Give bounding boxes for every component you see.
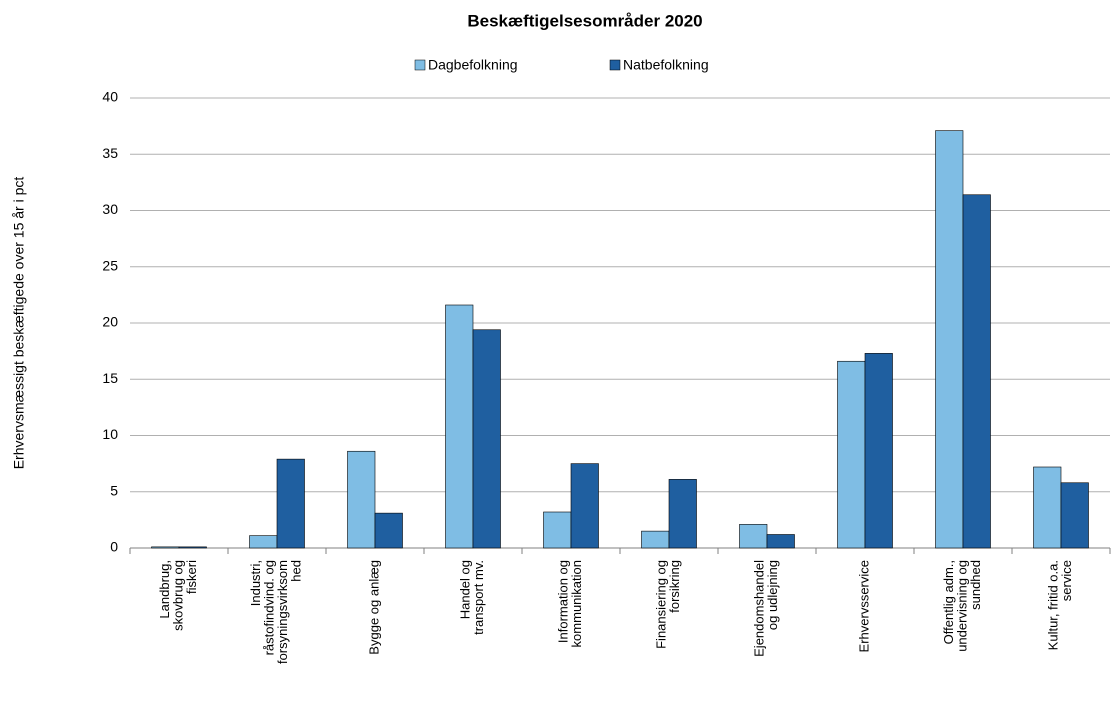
legend-swatch (414, 59, 426, 71)
x-tick-label: og udlejning (765, 560, 780, 630)
y-tick-label: 25 (102, 257, 118, 273)
x-tick-label: Information og (556, 560, 571, 643)
bar (739, 524, 768, 549)
bar (445, 304, 474, 549)
x-tick-label: forsyningsvirksom (275, 560, 290, 664)
bar (276, 458, 305, 549)
x-tick-label: undervisning og (954, 560, 969, 652)
x-tick-label: Bygge og anlæg (366, 560, 381, 655)
x-tick-label-group: Bygge og anlæg (366, 560, 381, 655)
x-tick-label: Landbrug, (157, 560, 172, 619)
x-tick-label: service (1059, 560, 1074, 601)
x-tick-label: Industri, (248, 560, 263, 606)
y-tick-label: 35 (102, 145, 118, 161)
y-axis-label: Erhvervsmæssigt beskæftigede over 15 år … (11, 177, 27, 470)
x-tick-label: hed (289, 560, 304, 582)
x-tick-label: Kultur, fritid o.a. (1046, 560, 1061, 650)
x-tick-label: skovbrug og (170, 560, 185, 631)
bar (178, 546, 207, 549)
y-tick-label: 10 (102, 426, 118, 442)
x-tick-label-group: Erhvervsservice (856, 560, 871, 652)
bar (472, 329, 501, 549)
bar (543, 511, 572, 549)
y-tick-label: 5 (110, 482, 118, 498)
x-tick-label: fiskeri (184, 560, 199, 594)
x-tick-label: kommunikation (569, 560, 584, 647)
bar (249, 535, 278, 549)
legend-swatch (609, 59, 621, 71)
bar (151, 546, 180, 549)
x-tick-label: Erhvervsservice (856, 560, 871, 652)
legend-label: Dagbefolkning (428, 57, 518, 73)
x-tick-label: Finansiering og (654, 560, 669, 649)
y-tick-label: 30 (102, 201, 118, 217)
x-tick-label-group: Kultur, fritid o.a.service (1046, 560, 1075, 650)
y-tick-label: 0 (110, 539, 118, 555)
x-tick-label: Offentlig adm., (941, 560, 956, 644)
bar (668, 479, 697, 549)
y-tick-label: 15 (102, 370, 118, 386)
x-tick-label: råstofindvind. og (262, 560, 277, 655)
y-tick-label: 20 (102, 314, 118, 330)
bar (766, 534, 795, 549)
x-tick-label: forsikring (667, 560, 682, 613)
bar (935, 130, 964, 549)
chart-title: Beskæftigelsesområder 2020 (467, 11, 702, 30)
bar (347, 450, 376, 549)
bar (962, 194, 991, 549)
bar (374, 512, 403, 549)
bar (570, 463, 599, 549)
x-tick-label: Ejendomshandel (752, 560, 767, 657)
x-tick-label: transport mv. (471, 560, 486, 635)
x-tick-label-group: Industri,råstofindvind. ogforsyningsvirk… (248, 560, 304, 664)
bar (641, 530, 670, 549)
bar (1060, 482, 1089, 549)
legend-label: Natbefolkning (623, 57, 709, 73)
bar (837, 360, 866, 549)
bar (864, 353, 893, 549)
y-tick-label: 40 (102, 89, 118, 105)
x-tick-label: Handel og (458, 560, 473, 619)
bar (1033, 466, 1062, 549)
x-tick-label: sundhed (968, 560, 983, 610)
